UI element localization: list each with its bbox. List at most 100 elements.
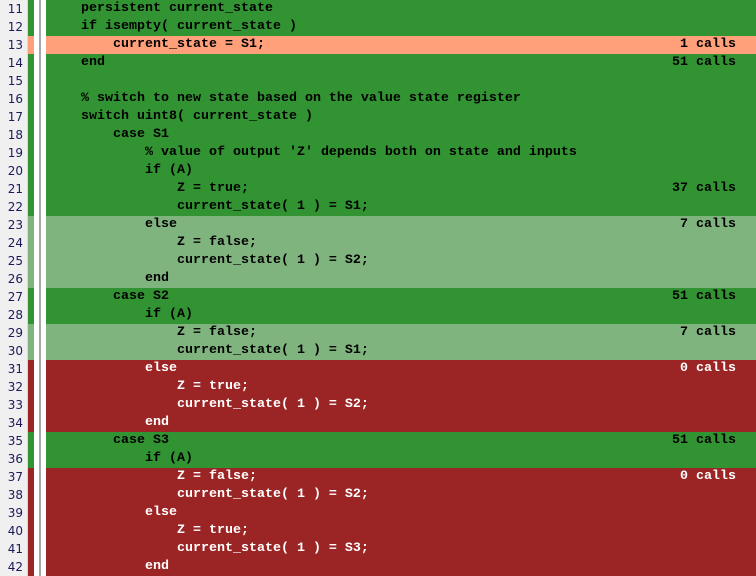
line-number[interactable]: 37 — [0, 468, 28, 486]
line-number[interactable]: 25 — [0, 252, 28, 270]
code-line[interactable]: 35 case S3 51 calls — [0, 432, 756, 450]
code-line[interactable]: 30 current_state( 1 ) = S1; — [0, 342, 756, 360]
code-line[interactable]: 41 current_state( 1 ) = S3; — [0, 540, 756, 558]
code-cell: current_state( 1 ) = S2; — [46, 396, 756, 414]
gutter-divider — [34, 306, 46, 324]
code-line[interactable]: 32 Z = true; — [0, 378, 756, 396]
code-line[interactable]: 28 if (A) — [0, 306, 756, 324]
code-cell: persistent current_state — [46, 0, 756, 18]
code-cell: current_state( 1 ) = S2; — [46, 252, 756, 270]
code-cell: current_state( 1 ) = S1; — [46, 342, 756, 360]
coverage-marker — [28, 396, 34, 414]
code-text: case S1 — [49, 127, 169, 142]
code-cell: current_state( 1 ) = S2; — [46, 486, 756, 504]
line-number[interactable]: 30 — [0, 342, 28, 360]
gutter-divider — [34, 0, 46, 18]
code-line[interactable]: 15 — [0, 72, 756, 90]
coverage-marker — [28, 468, 34, 486]
line-number[interactable]: 19 — [0, 144, 28, 162]
code-line[interactable]: 11 persistent current_state — [0, 0, 756, 18]
code-line[interactable]: 37 Z = false; 0 calls — [0, 468, 756, 486]
code-line[interactable]: 27 case S2 51 calls — [0, 288, 756, 306]
coverage-marker — [28, 486, 34, 504]
code-line[interactable]: 40 Z = true; — [0, 522, 756, 540]
code-text: current_state( 1 ) = S2; — [49, 487, 369, 502]
code-text: else — [49, 217, 177, 232]
code-text: else — [49, 505, 177, 520]
line-number[interactable]: 42 — [0, 558, 28, 576]
coverage-marker — [28, 432, 34, 450]
line-number[interactable]: 24 — [0, 234, 28, 252]
code-line[interactable]: 25 current_state( 1 ) = S2; — [0, 252, 756, 270]
gutter-divider — [34, 54, 46, 72]
code-line[interactable]: 33 current_state( 1 ) = S2; — [0, 396, 756, 414]
code-cell: end — [46, 270, 756, 288]
line-number[interactable]: 39 — [0, 504, 28, 522]
code-line[interactable]: 17 switch uint8( current_state ) — [0, 108, 756, 126]
line-number[interactable]: 17 — [0, 108, 28, 126]
line-number[interactable]: 13 — [0, 36, 28, 54]
code-line[interactable]: 16 % switch to new state based on the va… — [0, 90, 756, 108]
code-line[interactable]: 38 current_state( 1 ) = S2; — [0, 486, 756, 504]
line-number[interactable]: 15 — [0, 72, 28, 90]
code-cell: Z = false; — [46, 234, 756, 252]
line-number[interactable]: 26 — [0, 270, 28, 288]
line-number[interactable]: 14 — [0, 54, 28, 72]
coverage-marker — [28, 180, 34, 198]
code-line[interactable]: 13 current_state = S1; 1 calls — [0, 36, 756, 54]
line-number[interactable]: 12 — [0, 18, 28, 36]
code-cell: end — [46, 558, 756, 576]
line-number[interactable]: 23 — [0, 216, 28, 234]
code-cell: if isempty( current_state ) — [46, 18, 756, 36]
coverage-marker — [28, 504, 34, 522]
code-text: end — [49, 271, 169, 286]
gutter-divider — [34, 414, 46, 432]
line-number[interactable]: 32 — [0, 378, 28, 396]
code-line[interactable]: 18 case S1 — [0, 126, 756, 144]
line-number[interactable]: 36 — [0, 450, 28, 468]
code-line[interactable]: 20 if (A) — [0, 162, 756, 180]
code-line[interactable]: 21 Z = true; 37 calls — [0, 180, 756, 198]
code-line[interactable]: 19 % value of output 'Z' depends both on… — [0, 144, 756, 162]
code-text: % switch to new state based on the value… — [49, 91, 521, 106]
line-number[interactable]: 27 — [0, 288, 28, 306]
coverage-marker — [28, 306, 34, 324]
code-cell: Z = true; — [46, 378, 756, 396]
line-number[interactable]: 40 — [0, 522, 28, 540]
line-number[interactable]: 22 — [0, 198, 28, 216]
call-count: 51 calls — [672, 289, 736, 304]
code-text: Z = false; — [49, 325, 257, 340]
line-number[interactable]: 18 — [0, 126, 28, 144]
line-number[interactable]: 16 — [0, 90, 28, 108]
gutter-divider — [34, 324, 46, 342]
code-line[interactable]: 39 else — [0, 504, 756, 522]
code-line[interactable]: 24 Z = false; — [0, 234, 756, 252]
line-number[interactable]: 35 — [0, 432, 28, 450]
line-number[interactable]: 21 — [0, 180, 28, 198]
line-number[interactable]: 11 — [0, 0, 28, 18]
code-text: else — [49, 361, 177, 376]
gutter-divider — [34, 180, 46, 198]
line-number[interactable]: 31 — [0, 360, 28, 378]
code-text: case S3 — [49, 433, 169, 448]
code-line[interactable]: 29 Z = false; 7 calls — [0, 324, 756, 342]
code-line[interactable]: 23 else 7 calls — [0, 216, 756, 234]
line-number[interactable]: 33 — [0, 396, 28, 414]
coverage-marker — [28, 0, 34, 18]
line-number[interactable]: 34 — [0, 414, 28, 432]
code-line[interactable]: 26 end — [0, 270, 756, 288]
code-line[interactable]: 14 end 51 calls — [0, 54, 756, 72]
line-number[interactable]: 29 — [0, 324, 28, 342]
code-line[interactable]: 31 else 0 calls — [0, 360, 756, 378]
line-number[interactable]: 41 — [0, 540, 28, 558]
line-number[interactable]: 38 — [0, 486, 28, 504]
code-line[interactable]: 34 end — [0, 414, 756, 432]
call-count: 7 calls — [680, 325, 736, 340]
code-line[interactable]: 42 end — [0, 558, 756, 576]
code-line[interactable]: 12 if isempty( current_state ) — [0, 18, 756, 36]
code-line[interactable]: 22 current_state( 1 ) = S1; — [0, 198, 756, 216]
line-number[interactable]: 20 — [0, 162, 28, 180]
code-line[interactable]: 36 if (A) — [0, 450, 756, 468]
line-number[interactable]: 28 — [0, 306, 28, 324]
